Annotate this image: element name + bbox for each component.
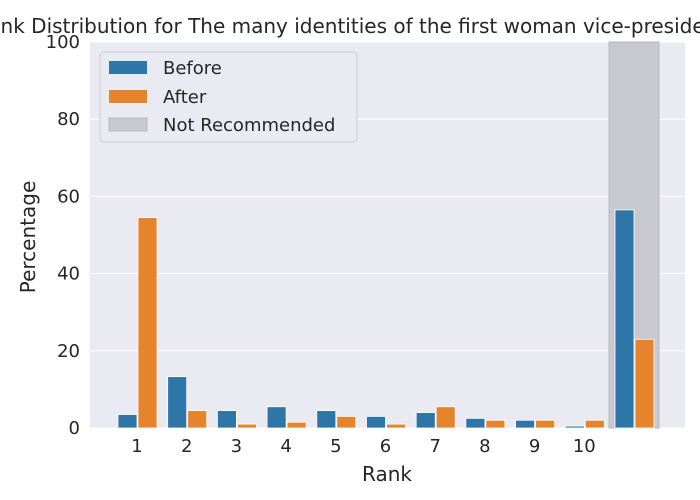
legend-swatch-before [109,61,147,74]
bar-before-2 [167,376,188,429]
bar-after-4 [286,421,307,429]
bar-before-5 [316,410,337,429]
x-tick-label: 5 [330,436,341,457]
bar-after-8 [485,419,506,429]
legend-label-after: After [163,87,207,108]
y-tick-label: 60 [57,186,80,207]
x-tick-label: 4 [280,436,291,457]
bar-before-not-recommended [614,209,635,429]
bar-before-7 [415,412,436,429]
legend-swatch-not-recommended [108,117,148,132]
legend-box [99,51,358,143]
bar-after-not-recommended [634,338,655,429]
x-tick-label: 9 [529,436,540,457]
y-tick-label: 20 [57,341,80,362]
bar-after-5 [336,416,357,429]
bar-before-1 [117,414,138,429]
legend-label-before: Before [163,58,222,79]
bar-before-8 [465,417,486,429]
bar-after-9 [535,419,555,429]
bar-after-2 [187,410,208,429]
bar-after-10 [584,419,605,429]
bar-before-3 [216,410,237,429]
legend-swatch-after [109,90,147,103]
legend-label-not-recommended: Not Recommended [163,115,335,136]
x-tick-label: 7 [429,436,440,457]
bar-after-7 [435,406,456,429]
y-tick-labels: 0 20 40 60 80 100 [46,32,80,439]
bar-after-6 [386,423,406,429]
x-tick-label: 10 [573,436,596,457]
bars [117,209,655,429]
y-tick-label: 40 [57,264,80,285]
x-tick-labels: 1 2 3 4 5 6 7 8 9 10 [131,436,595,457]
x-tick-label: 6 [380,436,391,457]
bar-before-10 [564,425,585,429]
chart-title: Rank Distribution for The many identitie… [0,14,700,38]
bar-before-4 [266,406,287,429]
x-tick-label: 2 [181,436,192,457]
x-tick-label: 8 [479,436,490,457]
y-tick-label: 80 [57,109,80,130]
y-axis-label: Percentage [16,181,40,294]
x-tick-label: 3 [231,436,242,457]
y-tick-label: 100 [46,32,80,53]
legend: Before After Not Recommended [99,51,358,143]
bar-after-1 [137,217,158,429]
bar-after-3 [236,423,257,429]
bar-before-6 [366,416,386,429]
x-tick-label: 1 [131,436,142,457]
y-tick-label: 0 [69,418,80,439]
x-axis-label: Rank [362,462,412,486]
bar-before-9 [515,419,535,429]
